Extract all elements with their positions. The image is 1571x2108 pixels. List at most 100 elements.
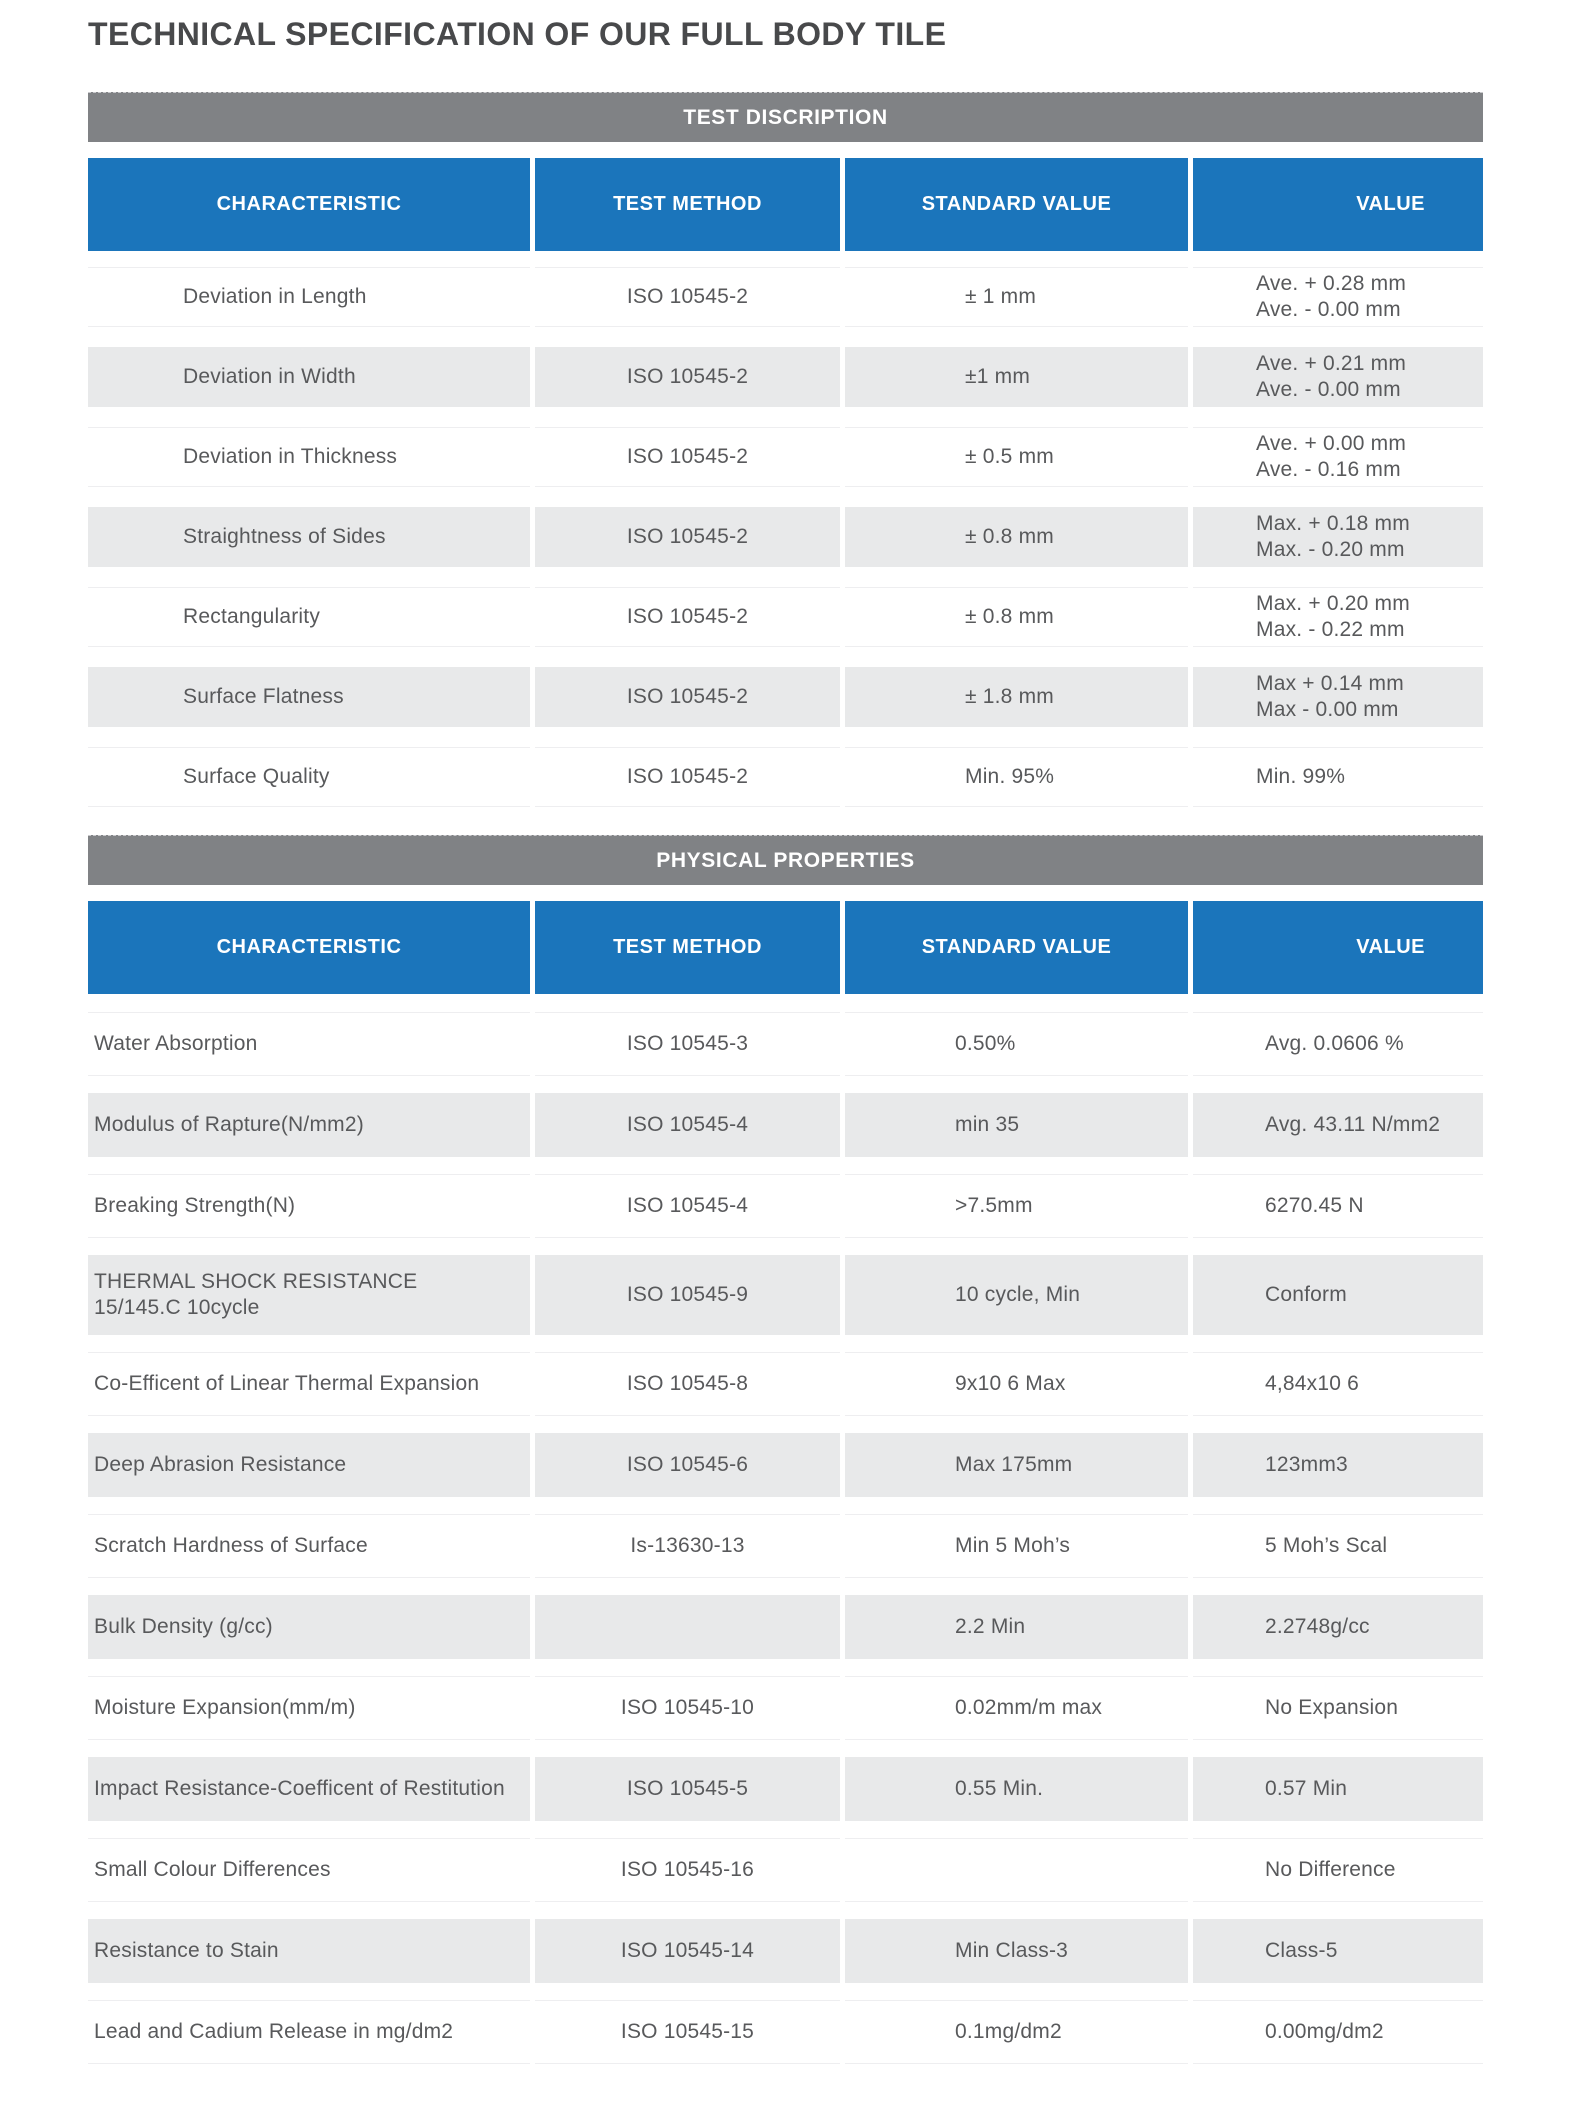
test-method-cell: ISO 10545-14: [535, 1919, 840, 1983]
standard-value-cell: min 35: [845, 1093, 1188, 1157]
test-method-cell: ISO 10545-15: [535, 2000, 840, 2064]
test-method-cell: ISO 10545-9: [535, 1255, 840, 1335]
characteristic-cell: Co-Efficent of Linear Thermal Expansion: [88, 1352, 530, 1416]
header-cell-value: VALUE: [1193, 158, 1483, 251]
characteristic-cell: Lead and Cadium Release in mg/dm2: [88, 2000, 530, 2064]
value-cell: 0.00mg/dm2: [1193, 2000, 1483, 2064]
test-method-cell: ISO 10545-4: [535, 1174, 840, 1238]
header-cell-standard-value: STANDARD VALUE: [845, 158, 1188, 251]
value-cell: 4,84x10 6: [1193, 1352, 1483, 1416]
table-row: Modulus of Rapture(N/mm2) ISO 10545-4 min …: [88, 1093, 1483, 1157]
value-cell: No Difference: [1193, 1838, 1483, 1902]
test-method-cell: ISO 10545-2: [535, 747, 840, 807]
value-cell: 5 Moh’s Scal: [1193, 1514, 1483, 1578]
test-method-cell: ISO 10545-2: [535, 667, 840, 727]
table-row: Lead and Cadium Release in mg/dm2 ISO 105…: [88, 2000, 1483, 2064]
table-row: Surface Quality ISO 10545-2 Min. 95% Min. 9…: [88, 747, 1483, 807]
test-method-cell: ISO 10545-4: [535, 1093, 840, 1157]
test-method-cell: ISO 10545-2: [535, 507, 840, 567]
table-row: THERMAL SHOCK RESISTANCE 15/145.C 10cycl…: [88, 1255, 1483, 1335]
standard-value-cell: Max 175mm: [845, 1433, 1188, 1497]
value-cell: Avg. 43.11 N/mm2: [1193, 1093, 1483, 1157]
value-cell: Max. + 0.20 mm Max. - 0.22 mm: [1193, 587, 1483, 647]
value-cell: Ave. + 0.21 mm Ave. - 0.00 mm: [1193, 347, 1483, 407]
test-method-cell: [535, 1595, 840, 1659]
value-cell: 123mm3: [1193, 1433, 1483, 1497]
table-row: Small Colour Differences ISO 10545-16 No D…: [88, 1838, 1483, 1902]
table-row: Deviation in Thickness ISO 10545-2 ± 0.5 m…: [88, 427, 1483, 487]
band-label: TEST DISCRIPTION: [683, 105, 888, 129]
test-method-cell: ISO 10545-8: [535, 1352, 840, 1416]
table-header-row: CHARACTERISTIC TEST METHOD STANDARD VALU…: [88, 901, 1483, 994]
table-row: Breaking Strength(N) ISO 10545-4 >7.5mm 627…: [88, 1174, 1483, 1238]
test-method-cell: ISO 10545-2: [535, 347, 840, 407]
section-band-physical-properties: PHYSICAL PROPERTIES: [88, 835, 1483, 885]
characteristic-cell: Deviation in Thickness: [88, 427, 530, 487]
characteristic-cell: Deep Abrasion Resistance: [88, 1433, 530, 1497]
standard-value-cell: ± 1 mm: [845, 267, 1188, 327]
standard-value-cell: 10 cycle, Min: [845, 1255, 1188, 1335]
test-method-cell: Is-13630-13: [535, 1514, 840, 1578]
test-method-cell: ISO 10545-16: [535, 1838, 840, 1902]
table-row: Deviation in Length ISO 10545-2 ± 1 mm Ave.…: [88, 267, 1483, 327]
test-method-cell: ISO 10545-6: [535, 1433, 840, 1497]
standard-value-cell: 0.55 Min.: [845, 1757, 1188, 1821]
value-cell: Conform: [1193, 1255, 1483, 1335]
standard-value-cell: Min Class-3: [845, 1919, 1188, 1983]
table-row: Surface Flatness ISO 10545-2 ± 1.8 mm Max +…: [88, 667, 1483, 727]
header-cell-characteristic: CHARACTERISTIC: [88, 901, 530, 994]
value-cell: 0.57 Min: [1193, 1757, 1483, 1821]
table-row: Bulk Density (g/cc) 2.2 Min 2.2748g/cc: [88, 1595, 1483, 1659]
test-method-cell: ISO 10545-5: [535, 1757, 840, 1821]
table-row: Scratch Hardness of Surface Is-13630-13 Mi…: [88, 1514, 1483, 1578]
standard-value-cell: [845, 1838, 1188, 1902]
spec-document: TECHNICAL SPECIFICATION OF OUR FULL BODY…: [88, 14, 1483, 2064]
characteristic-cell: Rectangularity: [88, 587, 530, 647]
characteristic-cell: Moisture Expansion(mm/m): [88, 1676, 530, 1740]
value-cell: 2.2748g/cc: [1193, 1595, 1483, 1659]
characteristic-cell: Bulk Density (g/cc): [88, 1595, 530, 1659]
page-title: TECHNICAL SPECIFICATION OF OUR FULL BODY…: [88, 16, 947, 52]
header-cell-test-method: TEST METHOD: [535, 901, 840, 994]
characteristic-cell: Deviation in Length: [88, 267, 530, 327]
value-cell: Min. 99%: [1193, 747, 1483, 807]
band-label: PHYSICAL PROPERTIES: [656, 848, 915, 872]
standard-value-cell: 0.50%: [845, 1012, 1188, 1076]
standard-value-cell: 2.2 Min: [845, 1595, 1188, 1659]
table-row: Resistance to Stain ISO 10545-14 Min Class…: [88, 1919, 1483, 1983]
standard-value-cell: >7.5mm: [845, 1174, 1188, 1238]
characteristic-cell: Straightness of Sides: [88, 507, 530, 567]
characteristic-cell: Modulus of Rapture(N/mm2): [88, 1093, 530, 1157]
table-row: Rectangularity ISO 10545-2 ± 0.8 mm Max. + …: [88, 587, 1483, 647]
header-cell-characteristic: CHARACTERISTIC: [88, 158, 530, 251]
characteristic-cell: Deviation in Width: [88, 347, 530, 407]
standard-value-cell: 0.02mm/m max: [845, 1676, 1188, 1740]
header-cell-value: VALUE: [1193, 901, 1483, 994]
header-cell-test-method: TEST METHOD: [535, 158, 840, 251]
table-row: Impact Resistance-Coefficent of Restitut…: [88, 1757, 1483, 1821]
value-cell: 6270.45 N: [1193, 1174, 1483, 1238]
characteristic-cell: Scratch Hardness of Surface: [88, 1514, 530, 1578]
characteristic-cell: Resistance to Stain: [88, 1919, 530, 1983]
characteristic-cell: THERMAL SHOCK RESISTANCE 15/145.C 10cycl…: [88, 1255, 530, 1335]
section-band-test-description: TEST DISCRIPTION: [88, 92, 1483, 142]
table-row: Water Absorption ISO 10545-3 0.50% Avg. 0.0…: [88, 1012, 1483, 1076]
value-cell: Max + 0.14 mm Max - 0.00 mm: [1193, 667, 1483, 727]
standard-value-cell: ± 0.5 mm: [845, 427, 1188, 487]
standard-value-cell: 9x10 6 Max: [845, 1352, 1188, 1416]
standard-value-cell: ± 0.8 mm: [845, 507, 1188, 567]
value-cell: Ave. + 0.00 mm Ave. - 0.16 mm: [1193, 427, 1483, 487]
standard-value-cell: ± 0.8 mm: [845, 587, 1188, 647]
standard-value-cell: 0.1mg/dm2: [845, 2000, 1188, 2064]
characteristic-cell: Surface Quality: [88, 747, 530, 807]
standard-value-cell: Min 5 Moh’s: [845, 1514, 1188, 1578]
table-row: Deviation in Width ISO 10545-2 ±1 mm Ave. +…: [88, 347, 1483, 407]
test-method-cell: ISO 10545-2: [535, 427, 840, 487]
test-method-cell: ISO 10545-2: [535, 267, 840, 327]
table-row: Straightness of Sides ISO 10545-2 ± 0.8 mm…: [88, 507, 1483, 567]
standard-value-cell: ± 1.8 mm: [845, 667, 1188, 727]
table-header-row: CHARACTERISTIC TEST METHOD STANDARD VALU…: [88, 158, 1483, 251]
value-cell: Avg. 0.0606 %: [1193, 1012, 1483, 1076]
characteristic-cell: Water Absorption: [88, 1012, 530, 1076]
value-cell: Ave. + 0.28 mm Ave. - 0.00 mm: [1193, 267, 1483, 327]
